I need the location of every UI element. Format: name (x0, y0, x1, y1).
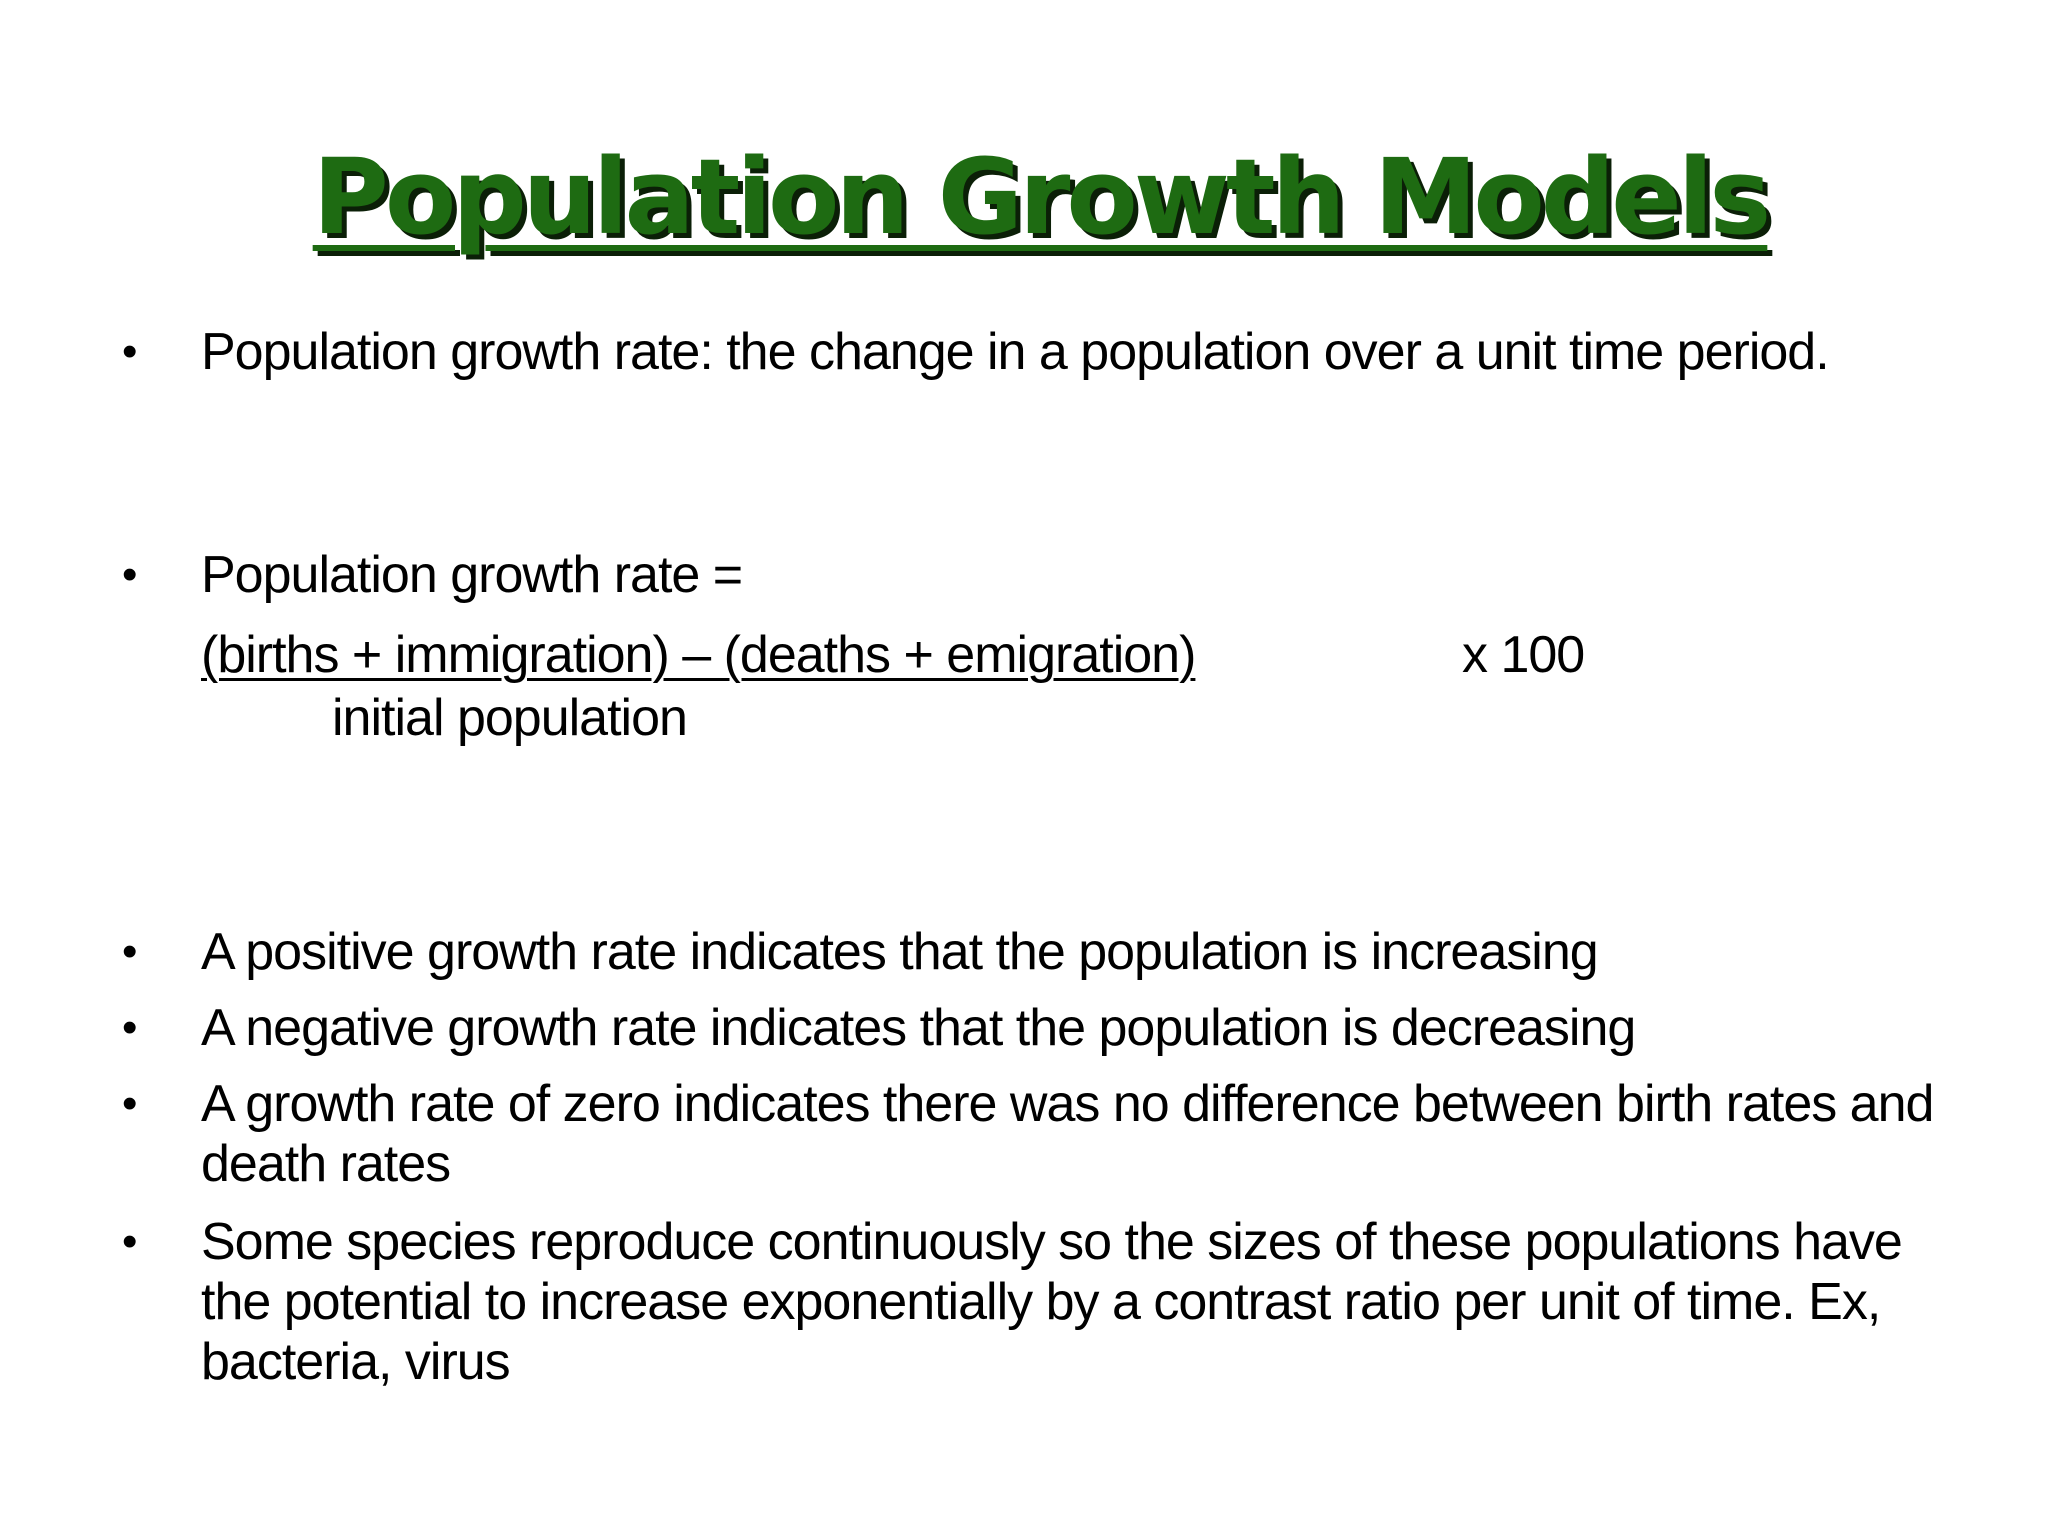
slide-title: Population Growth Models (312, 136, 1772, 258)
formula-denominator: initial population (332, 689, 688, 747)
bullet-marker: • (122, 550, 137, 599)
bullet-marker: • (122, 1217, 137, 1266)
bullet-marker: • (122, 1003, 137, 1052)
bullet-marker: • (122, 1079, 137, 1128)
formula-multiplier: x 100 (1462, 626, 1585, 684)
bullet-marker: • (122, 927, 137, 976)
bullet-positive-growth: A positive growth rate indicates that th… (201, 923, 1599, 981)
bullet-negative-growth: A negative growth rate indicates that th… (201, 999, 1636, 1057)
bullet-zero-growth: A growth rate of zero indicates there wa… (201, 1075, 1934, 1193)
bullet-growth-rate-definition: Population growth rate: the change in a … (201, 323, 1830, 381)
formula-numerator: (births + immigration) – (deaths + emigr… (201, 626, 1196, 684)
bullet-continuous-reproduction: Some species reproduce continuously so t… (201, 1213, 1903, 1391)
bullet-marker: • (122, 327, 137, 376)
bullet-growth-rate-formula-label: Population growth rate = (201, 546, 743, 604)
